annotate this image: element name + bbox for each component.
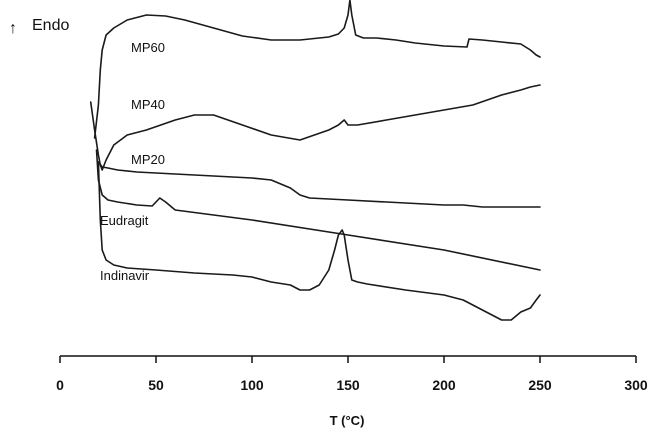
curves-group xyxy=(89,0,541,321)
series-label-mp20: MP20 xyxy=(131,152,165,167)
x-axis-title: T (°C) xyxy=(330,413,365,428)
x-tick-label-200: 200 xyxy=(432,377,456,393)
curve-mp20 xyxy=(97,161,541,208)
curve-mp40 xyxy=(89,84,541,171)
series-labels-group: MP60 MP40 MP20 Eudragit Indinavir xyxy=(100,40,165,283)
curve-eudragit xyxy=(95,149,541,271)
endo-arrow: ↑ xyxy=(9,20,17,37)
series-label-indinavir: Indinavir xyxy=(100,268,150,283)
curve-mp60 xyxy=(93,0,541,139)
x-tick-label-50: 50 xyxy=(148,377,164,393)
x-tick-label-300: 300 xyxy=(624,377,648,393)
x-tick-label-250: 250 xyxy=(528,377,552,393)
x-tick-label-150: 150 xyxy=(336,377,360,393)
x-tick-label-0: 0 xyxy=(56,377,64,393)
series-label-mp40: MP40 xyxy=(131,97,165,112)
series-label-eudragit: Eudragit xyxy=(100,213,149,228)
curve-indinavir xyxy=(97,161,541,321)
x-tick-label-100: 100 xyxy=(240,377,264,393)
endo-label: Endo xyxy=(32,17,69,34)
x-ticks-group: 0 50 100 150 200 250 300 xyxy=(56,356,648,393)
series-label-mp60: MP60 xyxy=(131,40,165,55)
